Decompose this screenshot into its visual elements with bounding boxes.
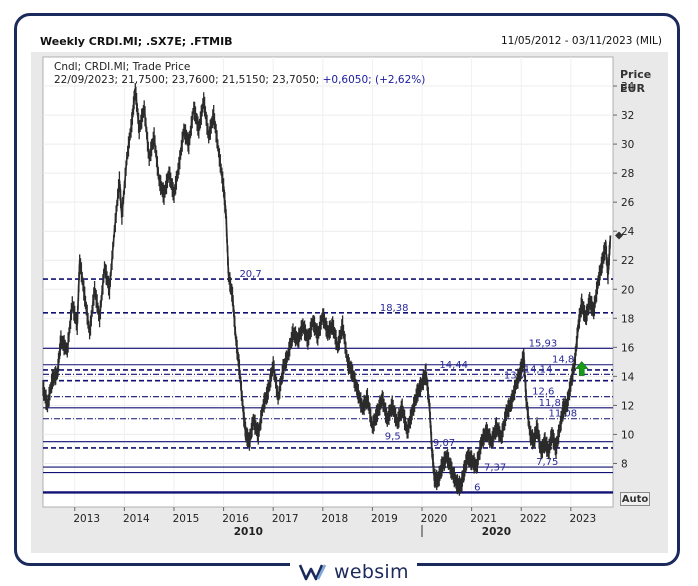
- x-tick-label: 2018: [321, 513, 348, 525]
- level-label: 13,7: [504, 371, 526, 382]
- x-group-label: 2010: [234, 526, 263, 538]
- y-tick-label: 12: [621, 400, 634, 412]
- y-tick-label: 26: [621, 197, 635, 209]
- level-label: 14,44: [439, 360, 468, 371]
- y-tick-label: 32: [621, 110, 634, 122]
- level-label: 14,14: [524, 364, 553, 375]
- date-range: 11/05/2012 - 03/11/2023 (MIL): [500, 35, 662, 47]
- auto-scale-button[interactable]: Auto: [620, 492, 650, 506]
- x-tick-label: 2013: [73, 513, 100, 525]
- x-tick-label: 2014: [123, 513, 150, 525]
- brand-logo: websim: [290, 560, 417, 584]
- level-label: 18,38: [380, 303, 409, 314]
- x-tick-label: 2020: [421, 513, 448, 525]
- up-arrow-signal: [575, 361, 589, 376]
- brand-name: websim: [334, 561, 409, 583]
- x-tick-label: 2022: [520, 513, 547, 525]
- legend-line-1: Cndl; CRDI.MI; Trade Price: [54, 61, 190, 73]
- y-tick-label: 16: [621, 342, 635, 354]
- y-tick-label: 24: [621, 226, 635, 238]
- y-axis-ticks: 8 10 12 14 16 18 20 22 24 26 28 30 32 34: [613, 81, 635, 470]
- level-label: 14,8: [552, 355, 574, 366]
- legend-ohlc: 22/09/2023; 21,7500; 23,7600; 21,5150; 2…: [54, 74, 319, 86]
- level-label: 7,37: [484, 463, 506, 474]
- y-axis-label-currency: EUR: [620, 82, 645, 95]
- y-axis-label-price: Price: [620, 68, 651, 81]
- level-label: 6: [474, 482, 480, 493]
- legend-line-2: 22/09/2023; 21,7500; 23,7600; 21,5150; 2…: [54, 74, 425, 86]
- level-label: 9,07: [433, 438, 455, 449]
- y-tick-label: 34: [621, 81, 635, 93]
- level-label: 20,7: [239, 269, 261, 280]
- y-tick-label: 10: [621, 429, 634, 441]
- y-tick-label: 20: [621, 284, 634, 296]
- y-tick-label: 22: [621, 255, 634, 267]
- x-group-label: 2020: [482, 526, 511, 538]
- x-axis-ticks: 2013 2014 2015 2016 2017 2018 2019 2020 2021 2022…: [73, 507, 596, 538]
- chart-title: Weekly CRDI.MI; .SX7E; .FTMIB: [40, 35, 233, 48]
- price-series: [42, 83, 612, 496]
- y-tick-label: 14: [621, 371, 635, 383]
- plot-area: [42, 56, 614, 508]
- x-gridlines: [74, 57, 572, 507]
- y-tick-label: 30: [621, 139, 634, 151]
- last-price-marker: [615, 231, 623, 240]
- x-tick-label: 2021: [470, 513, 497, 525]
- level-label: 12,6: [532, 387, 554, 398]
- level-label: 15,93: [529, 338, 558, 349]
- x-tick-label: 2016: [222, 513, 249, 525]
- level-label: 11,83: [539, 398, 568, 409]
- y-tick-label: 28: [621, 168, 634, 180]
- websim-logo-icon: [298, 564, 327, 581]
- signal-markers: [575, 361, 589, 376]
- y-tick-label: 8: [621, 458, 628, 470]
- level-label: 9,5: [385, 432, 401, 443]
- y-tick-label: 18: [621, 313, 634, 325]
- x-tick-label: 2015: [173, 513, 200, 525]
- x-tick-label: 2023: [569, 513, 596, 525]
- level-label: 7,75: [536, 457, 558, 468]
- x-tick-label: 2019: [371, 513, 398, 525]
- y-axis-label: Price EUR: [620, 68, 655, 95]
- x-tick-label: 2017: [272, 513, 299, 525]
- legend-change: +0,6050; (+2,62%): [323, 74, 426, 86]
- price-line: [42, 88, 612, 489]
